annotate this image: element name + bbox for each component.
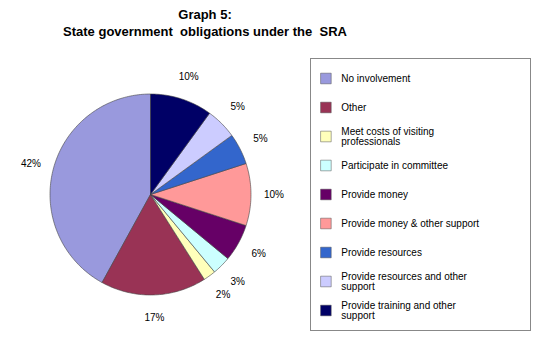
svg-text:Provide training and othersupp: Provide training and othersupport [341, 300, 456, 321]
svg-text:10%: 10% [264, 189, 284, 200]
svg-text:Provide resources and othersup: Provide resources and othersupport [341, 271, 467, 292]
html-text:State government obligations u: State government obligations under the S… [63, 24, 347, 39]
svg-text:6%: 6% [251, 248, 266, 259]
svg-text:10%: 10% [179, 71, 199, 82]
svg-text:2%: 2% [216, 289, 231, 300]
svg-text:3%: 3% [231, 276, 246, 287]
svg-text:No involvement: No involvement [341, 73, 410, 84]
svg-text:Meet costs of visitingprofessi: Meet costs of visitingprofessionals [341, 126, 434, 147]
svg-text:Provide resources: Provide resources [341, 247, 422, 258]
svg-text:Participate in committee: Participate in committee [341, 160, 448, 171]
svg-text:Provide money & other support: Provide money & other support [341, 218, 479, 229]
svg-text:5%: 5% [253, 133, 268, 144]
svg-text:Other: Other [341, 102, 367, 113]
svg-text:42%: 42% [21, 158, 41, 169]
svg-text:5%: 5% [231, 101, 246, 112]
svg-text:Provide money: Provide money [341, 189, 408, 200]
svg-text:17%: 17% [144, 312, 164, 323]
html-text:Graph 5:: Graph 5: [178, 7, 232, 22]
